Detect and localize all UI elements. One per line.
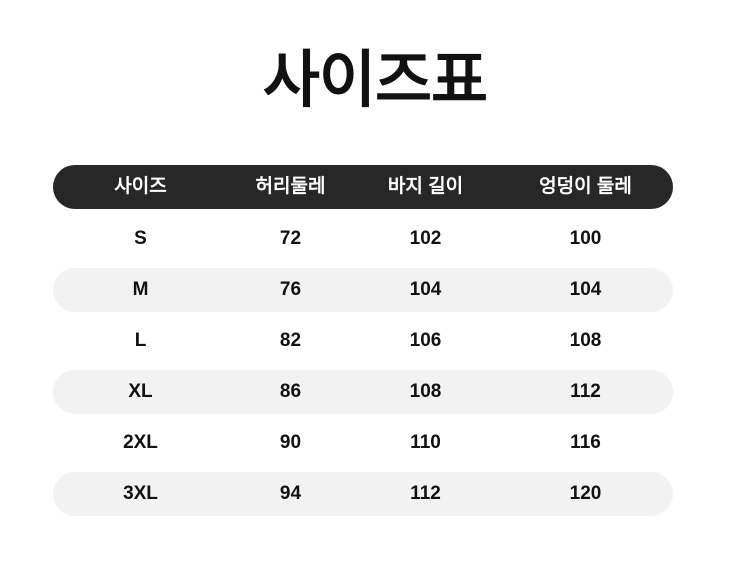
table-header-row: 사이즈 허리둘레 바지 길이 엉덩이 둘레 bbox=[53, 165, 673, 209]
column-header-size: 사이즈 bbox=[114, 176, 167, 197]
table-row: S 72 102 100 bbox=[53, 217, 673, 261]
cell-hip: 120 bbox=[569, 483, 602, 504]
cell-length: 110 bbox=[410, 432, 441, 453]
table-row: M 76 104 104 bbox=[53, 268, 673, 312]
cell-waist: 86 bbox=[279, 381, 302, 402]
cell-size: 2XL bbox=[123, 432, 158, 453]
cell-length: 104 bbox=[409, 279, 442, 300]
cell-hip: 112 bbox=[570, 381, 601, 402]
cell-size: L bbox=[134, 330, 147, 351]
cell-hip: 100 bbox=[569, 228, 602, 249]
cell-waist: 94 bbox=[279, 483, 302, 504]
table-row: XL 86 108 112 bbox=[53, 370, 673, 414]
cell-length: 102 bbox=[409, 228, 442, 249]
cell-hip: 108 bbox=[569, 330, 602, 351]
cell-size: 3XL bbox=[123, 483, 158, 504]
cell-waist: 76 bbox=[279, 279, 302, 300]
cell-hip: 116 bbox=[570, 432, 601, 453]
size-table: 사이즈 허리둘레 바지 길이 엉덩이 둘레 S 72 102 100 M 76 … bbox=[53, 165, 673, 516]
cell-waist: 90 bbox=[279, 432, 302, 453]
column-header-length: 바지 길이 bbox=[387, 176, 464, 197]
cell-size: XL bbox=[128, 381, 153, 402]
cell-waist: 72 bbox=[279, 228, 302, 249]
cell-length: 108 bbox=[409, 381, 442, 402]
page-title: 사이즈표 bbox=[262, 46, 488, 115]
table-row: L 82 106 108 bbox=[53, 319, 673, 363]
column-header-waist: 허리둘레 bbox=[255, 176, 326, 197]
table-row: 2XL 90 110 116 bbox=[53, 421, 673, 465]
cell-waist: 82 bbox=[279, 330, 302, 351]
cell-size: S bbox=[134, 228, 147, 249]
cell-size: M bbox=[132, 279, 149, 300]
cell-length: 112 bbox=[410, 483, 441, 504]
cell-hip: 104 bbox=[569, 279, 602, 300]
column-header-hip: 엉덩이 둘레 bbox=[539, 176, 632, 197]
table-row: 3XL 94 112 120 bbox=[53, 472, 673, 516]
cell-length: 106 bbox=[409, 330, 442, 351]
